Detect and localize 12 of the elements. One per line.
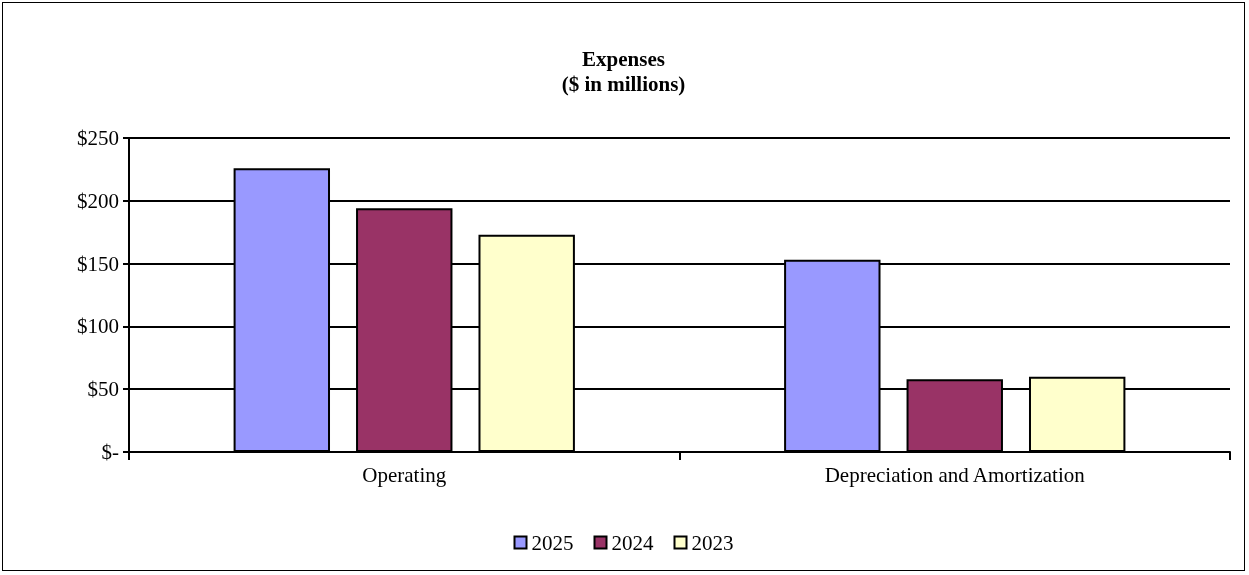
chart-title: Expenses ($ in millions) [561,46,686,96]
y-tick-label: $250 [77,126,119,150]
legend-label: 2024 [611,530,654,555]
y-tick-label: $- [101,440,119,464]
y-tick-label: $150 [77,251,119,276]
legend-label: 2025 [531,530,574,555]
x-tick-label: Operating [362,462,447,487]
y-tick-label: $100 [77,314,119,339]
y-tick-label: $200 [77,188,119,213]
x-tick-label: Depreciation and Amortization [824,462,1086,487]
legend-label: 2023 [691,530,734,555]
y-tick-label: $50 [87,377,119,402]
